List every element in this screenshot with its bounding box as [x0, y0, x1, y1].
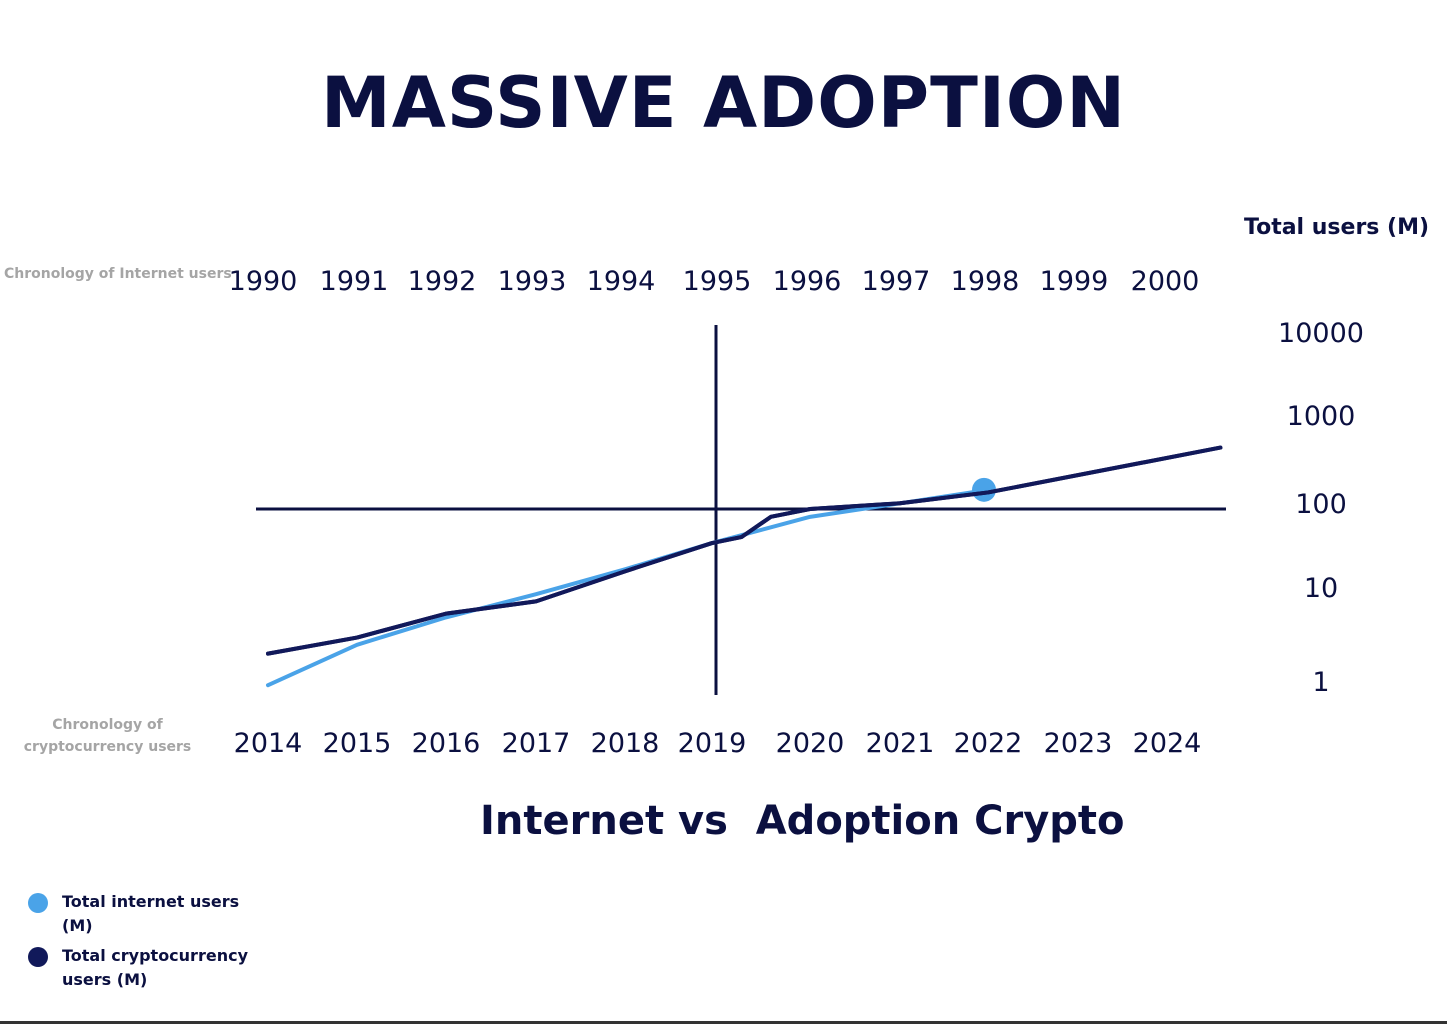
- legend-item-crypto: Total cryptocurrency users (M): [28, 944, 262, 992]
- page-title: MASSIVE ADOPTION: [321, 62, 1126, 144]
- chart-subtitle: Internet vs Adoption Crypto: [480, 798, 1125, 844]
- x-top-tick-label: 1998: [951, 266, 1020, 297]
- y-tick-label: 10: [1304, 573, 1338, 604]
- x-bottom-tick-label: 2019: [678, 728, 747, 759]
- y-tick-label: 100: [1295, 489, 1347, 520]
- x-bottom-axis-label: Chronology of cryptocurrency users: [23, 717, 192, 755]
- legend-dot-internet-icon: [28, 893, 48, 913]
- series-line-crypto-overlay: [266, 445, 1223, 656]
- series-line-internet: [266, 487, 990, 688]
- x-bottom-tick-label: 2015: [323, 728, 392, 759]
- x-top-tick-label: 1994: [587, 266, 656, 297]
- x-top-tick-label: 1992: [408, 266, 477, 297]
- x-top-axis-label: Chronology of Internet users: [4, 266, 232, 282]
- x-bottom-tick-label: 2020: [776, 728, 845, 759]
- y-tick-label: 10000: [1278, 318, 1364, 349]
- x-top-tick-label: 1995: [683, 266, 752, 297]
- x-bottom-tick-label: 2014: [234, 728, 303, 759]
- x-bottom-tick-label: 2018: [591, 728, 660, 759]
- y-axis-title: Total users (M): [1244, 215, 1430, 240]
- x-top-tick-label: 1999: [1040, 266, 1109, 297]
- x-top-tick-label: 1991: [320, 266, 389, 297]
- y-tick-label: 1000: [1287, 401, 1356, 432]
- legend-label-internet: Total internet users (M): [62, 892, 240, 935]
- x-top-tick-label: 1997: [862, 266, 931, 297]
- x-top-tick-label: 1996: [773, 266, 842, 297]
- legend-item-internet: Total internet users (M): [28, 890, 262, 938]
- x-top-tick-label: 1993: [498, 266, 567, 297]
- series-end-marker-internet: [972, 477, 996, 502]
- y-tick-label: 1: [1312, 667, 1329, 698]
- x-bottom-tick-label: 2022: [954, 728, 1023, 759]
- legend: Total internet users (M) Total cryptocur…: [28, 890, 262, 998]
- legend-label-crypto: Total cryptocurrency users (M): [62, 946, 248, 989]
- x-bottom-tick-label: 2024: [1133, 728, 1202, 759]
- x-top-tick-label: 1990: [229, 266, 298, 297]
- bottom-border: [0, 1021, 1447, 1024]
- legend-dot-crypto-icon: [28, 947, 48, 967]
- x-bottom-tick-label: 2017: [502, 728, 571, 759]
- x-bottom-tick-label: 2021: [866, 728, 935, 759]
- x-top-tick-label: 2000: [1131, 266, 1200, 297]
- x-bottom-tick-label: 2016: [412, 728, 481, 759]
- x-bottom-tick-label: 2023: [1044, 728, 1113, 759]
